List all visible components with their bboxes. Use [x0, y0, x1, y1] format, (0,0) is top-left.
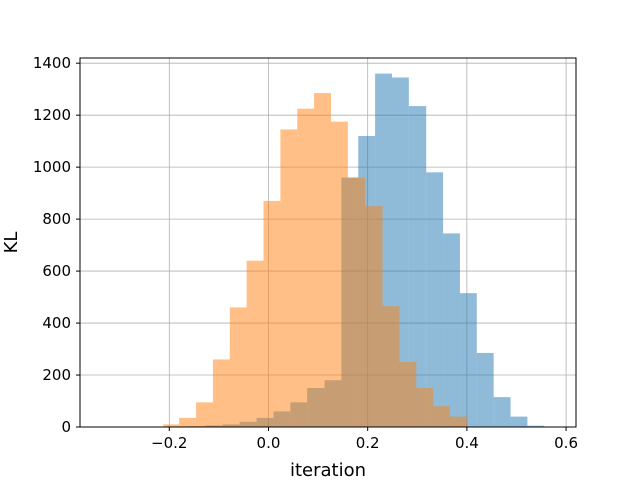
histogram-bar	[314, 93, 331, 427]
y-tick-label: 1000	[33, 158, 71, 176]
histogram-bar	[163, 424, 180, 427]
x-axis-label: iteration	[290, 460, 366, 480]
histogram-bar	[433, 406, 451, 427]
histogram-bar	[196, 402, 213, 427]
histogram-bar	[459, 293, 477, 427]
histogram-bar	[263, 200, 281, 427]
histogram-bar	[408, 106, 427, 427]
y-tick-label: 200	[42, 366, 71, 384]
axis-ticks: −0.2 0.0 0.2 0.4 0.6 0 200 400 600 800 1000 1200 140…	[33, 54, 578, 452]
y-tick-label: 800	[42, 210, 71, 228]
x-tick-label: 0.4	[455, 434, 479, 452]
histogram-bar	[476, 352, 494, 427]
histogram-bars	[163, 73, 545, 427]
histogram-bar	[399, 362, 417, 427]
histogram-bar	[330, 121, 348, 427]
histogram-bar	[382, 306, 400, 427]
y-tick-label: 400	[42, 314, 71, 332]
x-tick-label: 0.2	[356, 434, 380, 452]
histogram-bar	[229, 307, 247, 427]
histogram-bar	[527, 425, 545, 427]
x-tick-label: −0.2	[151, 434, 187, 452]
y-tick-label: 1200	[33, 106, 71, 124]
y-tick-label: 1400	[33, 54, 71, 72]
histogram-bar	[443, 233, 460, 427]
x-tick-label: 0.0	[257, 434, 281, 452]
x-tick-label: 0.6	[554, 434, 578, 452]
histogram-bar	[365, 206, 383, 427]
y-axis-label: KL	[1, 232, 22, 254]
histogram-bar	[179, 417, 197, 427]
histogram-bar	[416, 388, 434, 427]
histogram-bar	[426, 172, 444, 427]
histogram-bar	[510, 416, 528, 427]
histogram-bar	[493, 397, 511, 427]
series-1-bars	[163, 93, 467, 427]
histogram-bar	[212, 359, 230, 427]
histogram-bar	[450, 416, 467, 427]
histogram-bar	[347, 177, 366, 427]
y-tick-label: 0	[61, 418, 71, 436]
histogram-bar	[297, 108, 315, 427]
plot-frame	[79, 57, 577, 428]
y-tick-label: 600	[42, 262, 71, 280]
histogram-bar	[246, 260, 264, 427]
histogram-bar	[280, 129, 298, 427]
